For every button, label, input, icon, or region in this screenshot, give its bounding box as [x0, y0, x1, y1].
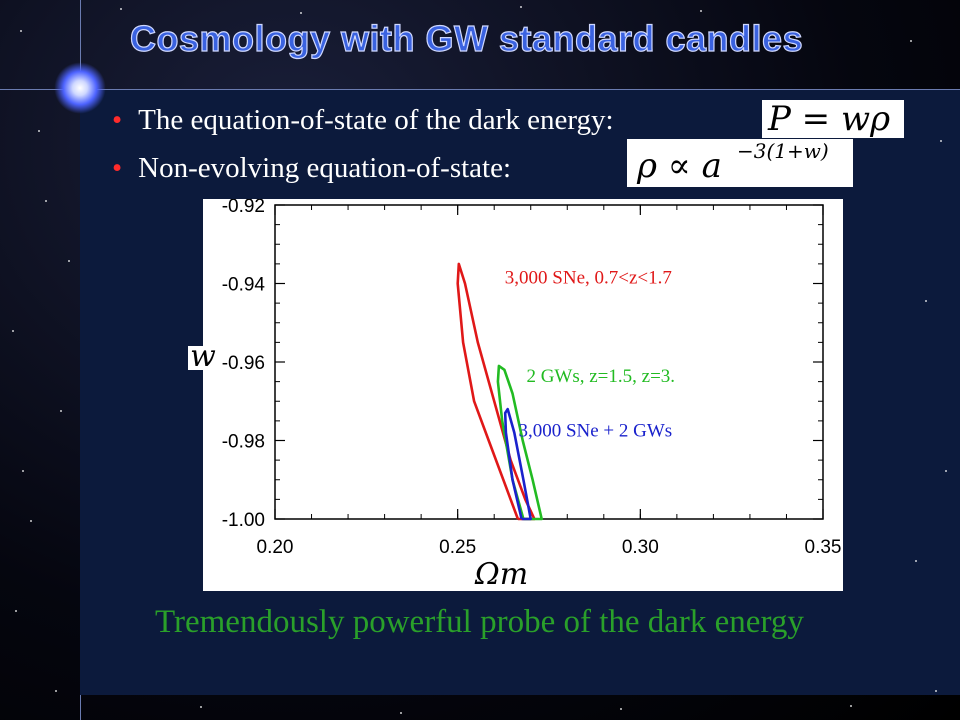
- star-dot: [520, 6, 522, 8]
- x-tick-label: 0.30: [622, 537, 659, 558]
- star-dot: [120, 8, 122, 10]
- y-tick-label: -1.00: [222, 510, 265, 531]
- x-tick-label: 0.25: [439, 537, 476, 558]
- y-tick-label: -0.94: [222, 275, 266, 296]
- bullet-eos: • The equation-of-state of the dark energ…: [112, 104, 614, 137]
- series-annotation: 2 GWs, z=1.5, z=3.: [526, 366, 675, 387]
- slide-title: Cosmology with GW standard candles: [129, 17, 804, 59]
- star-dot: [22, 470, 24, 472]
- x-tick-label: 0.35: [805, 537, 842, 558]
- star-dot: [910, 40, 912, 42]
- star-dot: [940, 140, 942, 142]
- bullet-dot-icon: •: [112, 104, 123, 136]
- bullet-text: The equation-of-state of the dark energy…: [138, 104, 614, 136]
- bullet-non-evolving: • Non-evolving equation-of-state:: [112, 152, 511, 185]
- series-annotation: 3,000 SNe, 0.7<z<1.7: [505, 268, 672, 289]
- star-dot: [20, 30, 22, 32]
- x-axis-label: Ωm: [474, 557, 528, 591]
- star-dot: [915, 560, 917, 562]
- star-dot: [12, 330, 14, 332]
- star-dot: [925, 300, 927, 302]
- star-dot: [200, 706, 202, 708]
- star-dot: [300, 12, 302, 14]
- bullet-text: Non-evolving equation-of-state:: [138, 152, 512, 184]
- horizontal-rule: [0, 89, 960, 90]
- y-tick-label: -0.98: [222, 432, 265, 453]
- footer-caption: Tremendously powerful probe of the dark …: [155, 604, 804, 640]
- plot-frame: [274, 204, 824, 520]
- y-tick-label: -0.96: [222, 353, 265, 374]
- contour-3: [503, 407, 532, 521]
- star-dot: [38, 130, 40, 132]
- glowing-star-icon: [54, 62, 106, 114]
- x-tick-label: 0.20: [257, 537, 294, 558]
- contour-2: [496, 364, 543, 521]
- star-dot: [400, 712, 402, 714]
- star-dot: [15, 610, 17, 612]
- star-dot: [55, 690, 57, 692]
- equation-eos: P = wρ: [762, 100, 904, 138]
- chart-panel: -0.92 -0.94 -0.96 -0.98 -1.00 0.20 0.25 0.30 0.3…: [203, 196, 843, 592]
- star-dot: [30, 520, 32, 522]
- star-dot: [945, 470, 947, 472]
- star-dot: [620, 708, 622, 710]
- star-dot: [45, 200, 47, 202]
- y-axis-label: w: [188, 342, 218, 372]
- bullet-dot-icon: •: [112, 152, 123, 184]
- star-dot: [60, 410, 62, 412]
- equation-density: ρ ∝ a −3(1+w): [627, 139, 853, 187]
- series-annotation: 3,000 SNe + 2 GWs: [518, 421, 672, 442]
- y-tick-label: -0.92: [222, 199, 265, 217]
- star-dot: [850, 705, 852, 707]
- star-dot: [68, 260, 70, 262]
- contour-chart: -0.92 -0.94 -0.96 -0.98 -1.00 0.20 0.25 0.30 0.3…: [222, 196, 842, 592]
- star-dot: [935, 690, 937, 692]
- star-dot: [700, 10, 702, 12]
